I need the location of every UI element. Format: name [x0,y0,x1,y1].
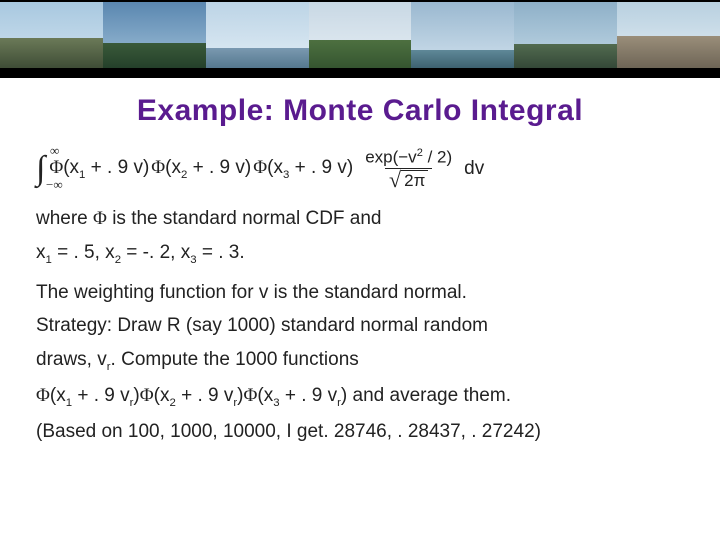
slide-content: Example: Monte Carlo Integral ∫ ∞ −∞ Φ(x… [0,78,720,445]
text: (x [154,385,170,406]
text: and average them. [347,385,511,406]
phi-symbol: Φ [49,157,63,178]
term-text: (x [165,157,181,178]
math-block: ∫ ∞ −∞ Φ(x1 + . 9 v) Φ(x2 + . 9 v) Φ(x3 … [36,146,684,445]
function-line: Φ(x1 + . 9 vr)Φ(x2 + . 9 vr)Φ(x3 + . 9 v… [36,383,684,411]
sqrt: √2π [389,170,428,191]
numerator: exp(−v2 / 2) [361,147,456,168]
fraction: exp(−v2 / 2) √2π [361,147,456,192]
sqrt-body: 2π [401,170,428,191]
text: draws, v [36,349,107,370]
phi-symbol: Φ [36,385,50,406]
text: x [36,242,46,263]
term-text: (x [63,157,79,178]
num-text: exp(−v [365,147,417,166]
banner-panel [309,2,412,68]
text: where [36,208,93,229]
phi-term-1: Φ(x1 + . 9 v) [49,155,149,183]
banner-panel [103,2,206,68]
text: = . 3. [197,242,245,263]
strategy-line-1: Strategy: Draw R (say 1000) standard nor… [36,313,684,339]
text: + . 9 v [72,385,130,406]
integral-lower: −∞ [46,176,63,194]
phi-symbol: Φ [93,208,107,229]
term-text: + . 9 v) [187,157,251,178]
banner-panel [617,2,720,68]
text: (x [50,385,66,406]
strategy-line-2: draws, vr. Compute the 1000 functions [36,347,684,375]
text: = . 5, x [52,242,115,263]
text: is the standard normal CDF and [107,208,382,229]
term-text: + . 9 v) [289,157,353,178]
phi-symbol: Φ [140,385,154,406]
text: . Compute the 1000 functions [111,349,359,370]
integral-expression: ∫ ∞ −∞ Φ(x1 + . 9 v) Φ(x2 + . 9 v) Φ(x3 … [36,146,684,192]
sqrt-symbol: √ [389,170,401,190]
banner-panel [514,2,617,68]
slide-title: Example: Monte Carlo Integral [36,94,684,128]
banner-panel [206,2,309,68]
text: = -. 2, x [121,242,190,263]
text: (x [257,385,273,406]
results-line: (Based on 100, 1000, 10000, I get. 28746… [36,419,684,445]
x-values-line: x1 = . 5, x2 = -. 2, x3 = . 3. [36,240,684,268]
denominator: √2π [385,168,432,192]
phi-symbol: Φ [253,157,267,178]
banner-panel [411,2,514,68]
text: + . 9 v [176,385,234,406]
banner-strip [0,0,720,78]
phi-symbol: Φ [151,157,165,178]
num-text: / 2) [423,147,452,166]
phi-symbol: Φ [244,385,258,406]
integral-sign: ∫ ∞ −∞ [36,146,45,192]
integral-upper: ∞ [50,142,59,160]
phi-term-3: Φ(x3 + . 9 v) [253,155,353,183]
trailing-dv: dv [464,156,484,182]
banner-panel [0,2,103,68]
phi-term-2: Φ(x2 + . 9 v) [151,155,251,183]
text: + . 9 v [280,385,338,406]
term-text: + . 9 v) [85,157,149,178]
where-line: where Φ is the standard normal CDF and [36,206,684,232]
weighting-line: The weighting function for v is the stan… [36,280,684,306]
term-text: (x [267,157,283,178]
